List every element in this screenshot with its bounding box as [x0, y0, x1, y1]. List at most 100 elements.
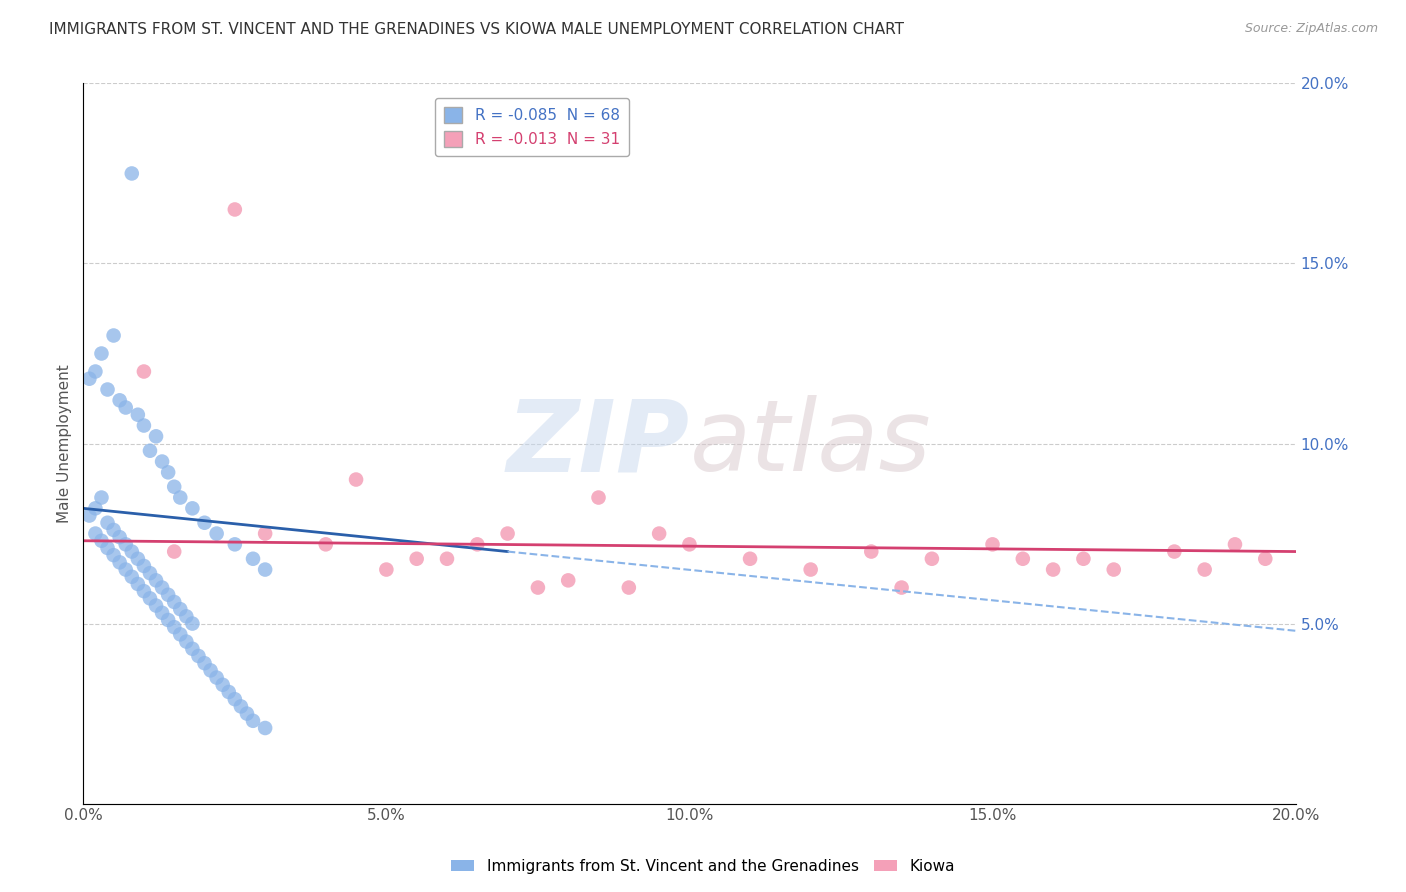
Point	[163, 595, 186, 609]
Point	[114, 537, 136, 551]
Text: Source: ZipAtlas.com: Source: ZipAtlas.com	[1244, 22, 1378, 36]
Point	[145, 599, 167, 613]
Point	[157, 466, 180, 480]
Point	[738, 551, 761, 566]
Point	[150, 581, 173, 595]
Point	[176, 609, 198, 624]
Point	[103, 548, 125, 562]
Point	[1102, 563, 1125, 577]
Point	[163, 544, 186, 558]
Point	[242, 714, 264, 728]
Legend: Immigrants from St. Vincent and the Grenadines, Kiowa: Immigrants from St. Vincent and the Gren…	[446, 853, 960, 880]
Point	[150, 454, 173, 468]
Point	[114, 563, 136, 577]
Point	[181, 616, 204, 631]
Point	[108, 555, 131, 569]
Point	[157, 588, 180, 602]
Point	[84, 364, 107, 378]
Point	[121, 544, 143, 558]
Point	[254, 526, 277, 541]
Point	[557, 574, 579, 588]
Point	[157, 613, 180, 627]
Point	[127, 408, 149, 422]
Point	[169, 491, 191, 505]
Point	[108, 530, 131, 544]
Point	[84, 526, 107, 541]
Point	[96, 541, 118, 555]
Point	[127, 551, 149, 566]
Text: ZIP: ZIP	[506, 395, 689, 492]
Point	[678, 537, 700, 551]
Point	[617, 581, 640, 595]
Point	[860, 544, 883, 558]
Point	[1254, 551, 1277, 566]
Point	[200, 664, 222, 678]
Point	[150, 606, 173, 620]
Point	[169, 602, 191, 616]
Point	[344, 473, 367, 487]
Point	[145, 574, 167, 588]
Text: atlas: atlas	[689, 395, 931, 492]
Point	[224, 692, 246, 706]
Point	[254, 721, 277, 735]
Point	[114, 401, 136, 415]
Point	[132, 558, 155, 573]
Point	[132, 364, 155, 378]
Point	[90, 491, 112, 505]
Point	[187, 648, 209, 663]
Point	[375, 563, 398, 577]
Point	[527, 581, 550, 595]
Point	[163, 620, 186, 634]
Point	[139, 566, 162, 581]
Point	[132, 584, 155, 599]
Point	[465, 537, 488, 551]
Point	[103, 523, 125, 537]
Point	[79, 508, 101, 523]
Point	[1011, 551, 1033, 566]
Point	[79, 372, 101, 386]
Point	[229, 699, 252, 714]
Point	[890, 581, 912, 595]
Point	[139, 591, 162, 606]
Point	[648, 526, 671, 541]
Point	[145, 429, 167, 443]
Point	[205, 526, 228, 541]
Point	[96, 516, 118, 530]
Point	[132, 418, 155, 433]
Point	[254, 563, 277, 577]
Point	[1042, 563, 1064, 577]
Point	[193, 656, 215, 670]
Point	[176, 634, 198, 648]
Point	[108, 393, 131, 408]
Point	[1073, 551, 1095, 566]
Text: IMMIGRANTS FROM ST. VINCENT AND THE GRENADINES VS KIOWA MALE UNEMPLOYMENT CORREL: IMMIGRANTS FROM ST. VINCENT AND THE GREN…	[49, 22, 904, 37]
Point	[242, 551, 264, 566]
Point	[181, 501, 204, 516]
Point	[981, 537, 1004, 551]
Point	[90, 346, 112, 360]
Point	[84, 501, 107, 516]
Point	[405, 551, 427, 566]
Point	[218, 685, 240, 699]
Point	[163, 480, 186, 494]
Point	[211, 678, 233, 692]
Point	[96, 383, 118, 397]
Point	[921, 551, 943, 566]
Point	[127, 577, 149, 591]
Y-axis label: Male Unemployment: Male Unemployment	[58, 364, 72, 523]
Point	[181, 641, 204, 656]
Point	[224, 537, 246, 551]
Point	[121, 166, 143, 180]
Point	[236, 706, 259, 721]
Point	[224, 202, 246, 217]
Legend: R = -0.085  N = 68, R = -0.013  N = 31: R = -0.085 N = 68, R = -0.013 N = 31	[434, 98, 628, 156]
Point	[169, 627, 191, 641]
Point	[139, 443, 162, 458]
Point	[1223, 537, 1246, 551]
Point	[588, 491, 610, 505]
Point	[496, 526, 519, 541]
Point	[315, 537, 337, 551]
Point	[436, 551, 458, 566]
Point	[193, 516, 215, 530]
Point	[800, 563, 823, 577]
